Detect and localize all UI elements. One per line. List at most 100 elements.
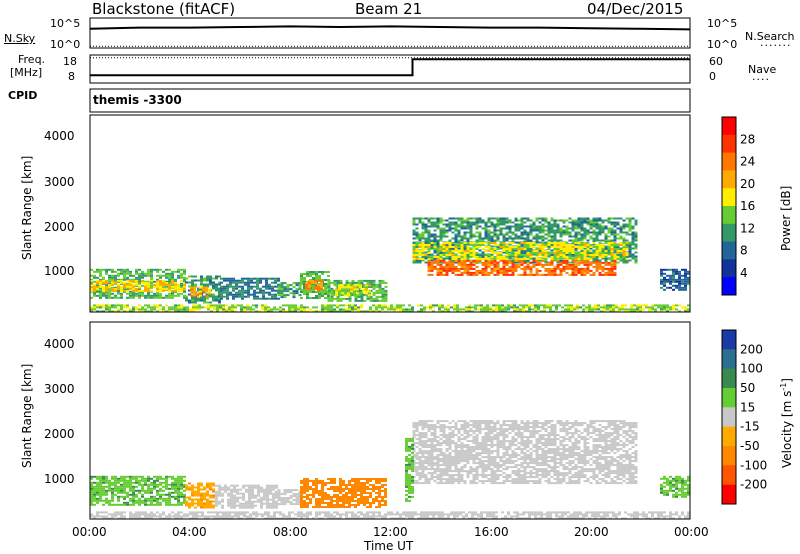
heat-cell bbox=[303, 506, 306, 508]
heat-cell bbox=[586, 221, 590, 224]
heat-cell bbox=[306, 484, 309, 486]
heat-cell bbox=[162, 286, 165, 289]
heat-cell bbox=[213, 308, 216, 311]
heat-cell bbox=[505, 217, 509, 220]
heat-cell bbox=[619, 247, 623, 250]
heat-cell bbox=[595, 221, 599, 224]
heat-cell bbox=[508, 219, 512, 222]
heat-cell bbox=[120, 292, 123, 295]
heat-cell bbox=[526, 235, 530, 238]
heat-cell bbox=[120, 489, 123, 492]
heat-cell bbox=[412, 450, 416, 453]
heat-cell bbox=[318, 271, 321, 273]
heat-cell bbox=[424, 482, 428, 485]
heat-cell bbox=[330, 291, 334, 294]
heat-cell bbox=[436, 221, 440, 224]
heat-cell bbox=[265, 297, 268, 300]
heat-cell bbox=[619, 217, 623, 220]
heat-cell bbox=[565, 252, 569, 254]
heat-cell bbox=[123, 274, 126, 277]
heat-cell bbox=[430, 256, 434, 258]
heat-cell bbox=[553, 248, 557, 250]
heat-cell bbox=[523, 229, 527, 232]
heat-cell bbox=[550, 231, 554, 234]
heat-cell bbox=[571, 227, 575, 230]
heat-cell bbox=[162, 289, 165, 292]
heat-cell bbox=[418, 235, 422, 238]
heat-cell bbox=[418, 472, 422, 475]
heat-cell bbox=[447, 304, 450, 307]
heat-cell bbox=[436, 269, 440, 272]
heat-cell bbox=[463, 221, 467, 224]
heat-cell bbox=[427, 269, 431, 272]
heat-cell bbox=[162, 493, 165, 496]
heat-cell bbox=[430, 221, 434, 224]
heat-cell bbox=[314, 281, 317, 284]
heat-cell bbox=[684, 270, 687, 273]
heat-cell bbox=[615, 306, 618, 309]
heat-cell bbox=[295, 290, 299, 293]
heat-cell bbox=[114, 479, 117, 482]
heat-cell bbox=[493, 244, 497, 246]
heat-cell bbox=[203, 301, 206, 304]
heat-cell bbox=[514, 217, 518, 220]
heat-cell bbox=[475, 227, 479, 230]
heat-cell bbox=[634, 237, 638, 240]
heat-cell bbox=[369, 299, 373, 302]
heat-cell bbox=[598, 217, 602, 220]
heat-cell bbox=[292, 489, 296, 492]
heat-cell bbox=[592, 239, 596, 242]
heat-cell bbox=[339, 482, 342, 484]
heat-cell bbox=[486, 310, 489, 313]
heat-cell bbox=[232, 281, 235, 284]
heat-cell bbox=[636, 310, 639, 313]
heat-cell bbox=[580, 219, 584, 222]
heat-cell bbox=[321, 273, 324, 275]
heat-cell bbox=[621, 306, 624, 309]
heat-cell bbox=[194, 506, 197, 509]
heat-cell bbox=[523, 271, 527, 274]
heat-cell bbox=[541, 237, 545, 240]
heat-cell bbox=[381, 306, 384, 309]
heat-cell bbox=[135, 279, 138, 282]
heat-cell bbox=[206, 482, 209, 485]
heat-cell bbox=[203, 506, 206, 509]
heat-cell bbox=[535, 271, 539, 274]
heat-cell bbox=[574, 263, 578, 266]
heat-cell bbox=[427, 428, 431, 431]
heat-cell bbox=[562, 246, 566, 248]
heat-cell bbox=[123, 481, 126, 484]
heat-cell bbox=[251, 494, 254, 497]
heat-cell bbox=[126, 501, 129, 504]
heat-cell bbox=[436, 267, 440, 270]
heat-cell bbox=[553, 269, 557, 272]
heat-cell bbox=[126, 288, 129, 291]
heat-cell bbox=[247, 283, 250, 286]
heat-cell bbox=[448, 227, 452, 230]
heat-cell bbox=[559, 239, 563, 242]
heat-cell bbox=[598, 273, 602, 276]
heat-cell bbox=[141, 499, 144, 502]
heat-cell bbox=[90, 491, 93, 494]
heat-cell bbox=[580, 258, 584, 260]
heat-cell bbox=[463, 256, 467, 258]
heat-cell bbox=[412, 434, 416, 437]
heat-cell bbox=[550, 243, 554, 246]
heat-cell bbox=[171, 308, 174, 311]
heat-cell bbox=[308, 287, 311, 290]
heat-cell bbox=[529, 231, 533, 234]
heat-cell bbox=[345, 492, 348, 494]
heat-cell bbox=[415, 434, 419, 437]
heat-cell bbox=[556, 246, 560, 248]
heat-cell bbox=[423, 308, 426, 311]
heat-cell bbox=[577, 219, 581, 222]
heat-cell bbox=[433, 217, 437, 220]
heat-cell bbox=[430, 239, 434, 242]
heat-cell bbox=[466, 252, 470, 254]
heat-cell bbox=[320, 287, 323, 290]
heat-cell bbox=[257, 492, 260, 495]
heat-cell bbox=[336, 310, 339, 313]
heat-cell bbox=[218, 287, 221, 290]
heat-cell bbox=[576, 306, 579, 309]
heat-cell bbox=[415, 466, 419, 469]
